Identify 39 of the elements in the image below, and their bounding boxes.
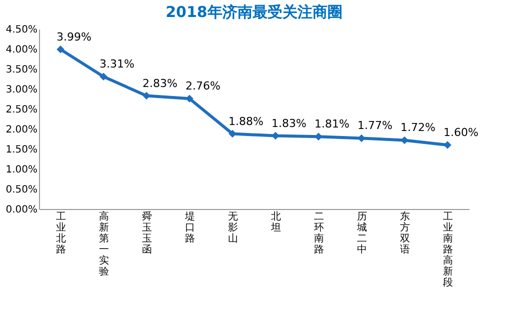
y-tick-label: 2.50% <box>6 104 38 116</box>
data-label: 1.60% <box>444 126 478 139</box>
y-tick-label: 1.00% <box>6 164 38 176</box>
y-tick-label: 1.50% <box>6 144 38 156</box>
data-label: 1.81% <box>314 118 350 131</box>
x-tick-label: 历城二中 <box>356 212 367 256</box>
data-label: 2.76% <box>186 80 220 93</box>
y-tick-label: 0.00% <box>6 204 38 216</box>
x-tick-label: 工业北路 <box>56 212 66 256</box>
point <box>272 132 280 140</box>
data-label: 3.31% <box>100 58 134 71</box>
y-tick-label: 0.50% <box>6 184 38 196</box>
data-label: 1.77% <box>358 119 392 132</box>
point <box>56 46 64 54</box>
y-tick-label: 4.50% <box>6 24 38 36</box>
data-label: 2.83% <box>142 76 178 90</box>
point <box>100 72 108 80</box>
point <box>142 92 150 100</box>
x-tick-label: 二环南路 <box>314 212 324 256</box>
point <box>186 94 194 102</box>
x-tick-label: 北坦 <box>270 210 281 234</box>
x-tick-label: 舜玉玉函 <box>142 210 152 256</box>
x-tick-label: 工业南路高新段 <box>443 212 453 288</box>
point <box>228 130 236 138</box>
data-label: 1.83% <box>272 116 306 130</box>
data-label: 1.72% <box>400 121 436 134</box>
x-tick-label: 无影山 <box>228 212 238 244</box>
data-label: 3.99% <box>56 30 92 44</box>
x-tick-label: 高新第一实验 <box>99 210 109 278</box>
point <box>400 136 408 144</box>
point <box>444 141 452 149</box>
x-tick-label: 堤口路 <box>184 210 195 244</box>
x-tick-label: 东方双语 <box>400 210 410 256</box>
y-tick-label: 4.00% <box>6 44 38 56</box>
chart-title: 2018年济南最受关注商圈 <box>166 3 342 21</box>
data-label: 1.88% <box>228 114 264 128</box>
y-tick-label: 2.00% <box>6 124 38 136</box>
y-tick-label: 3.50% <box>6 64 38 76</box>
y-tick-label: 3.00% <box>6 84 38 96</box>
